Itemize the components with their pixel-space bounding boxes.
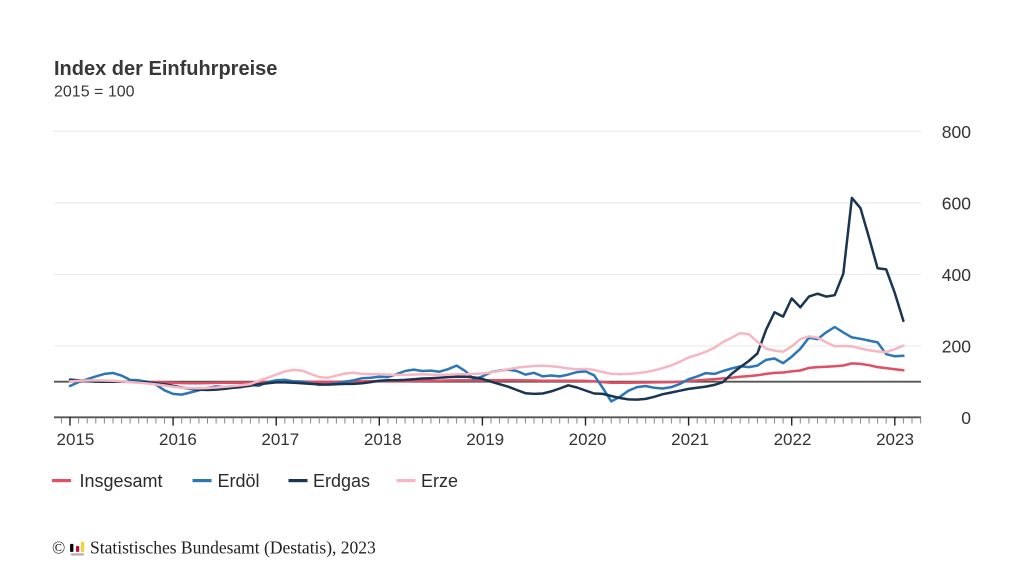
svg-text:2015 = 100: 2015 = 100 bbox=[54, 84, 135, 101]
svg-text:400: 400 bbox=[942, 265, 971, 285]
svg-text:2023: 2023 bbox=[876, 430, 914, 449]
svg-text:2022: 2022 bbox=[774, 430, 812, 449]
svg-text:Insgesamt: Insgesamt bbox=[80, 471, 163, 491]
svg-text:Erdöl: Erdöl bbox=[218, 471, 260, 491]
svg-text:©: © bbox=[52, 538, 65, 558]
svg-text:Index der Einfuhrpreise: Index der Einfuhrpreise bbox=[54, 58, 277, 80]
svg-text:Erze: Erze bbox=[421, 471, 458, 491]
svg-text:2017: 2017 bbox=[261, 430, 299, 449]
svg-text:0: 0 bbox=[961, 408, 971, 428]
svg-text:2018: 2018 bbox=[364, 430, 402, 449]
svg-text:2020: 2020 bbox=[569, 430, 607, 449]
svg-text:600: 600 bbox=[942, 193, 971, 213]
svg-text:2015: 2015 bbox=[56, 430, 94, 449]
svg-text:Erdgas: Erdgas bbox=[313, 471, 370, 491]
svg-text:2021: 2021 bbox=[671, 430, 709, 449]
svg-text:2019: 2019 bbox=[466, 430, 504, 449]
svg-text:800: 800 bbox=[942, 122, 971, 142]
svg-text:200: 200 bbox=[942, 337, 971, 357]
svg-text:2016: 2016 bbox=[159, 430, 197, 449]
svg-text:Statistisches Bundesamt (Desta: Statistisches Bundesamt (Destatis), 2023 bbox=[90, 538, 376, 558]
